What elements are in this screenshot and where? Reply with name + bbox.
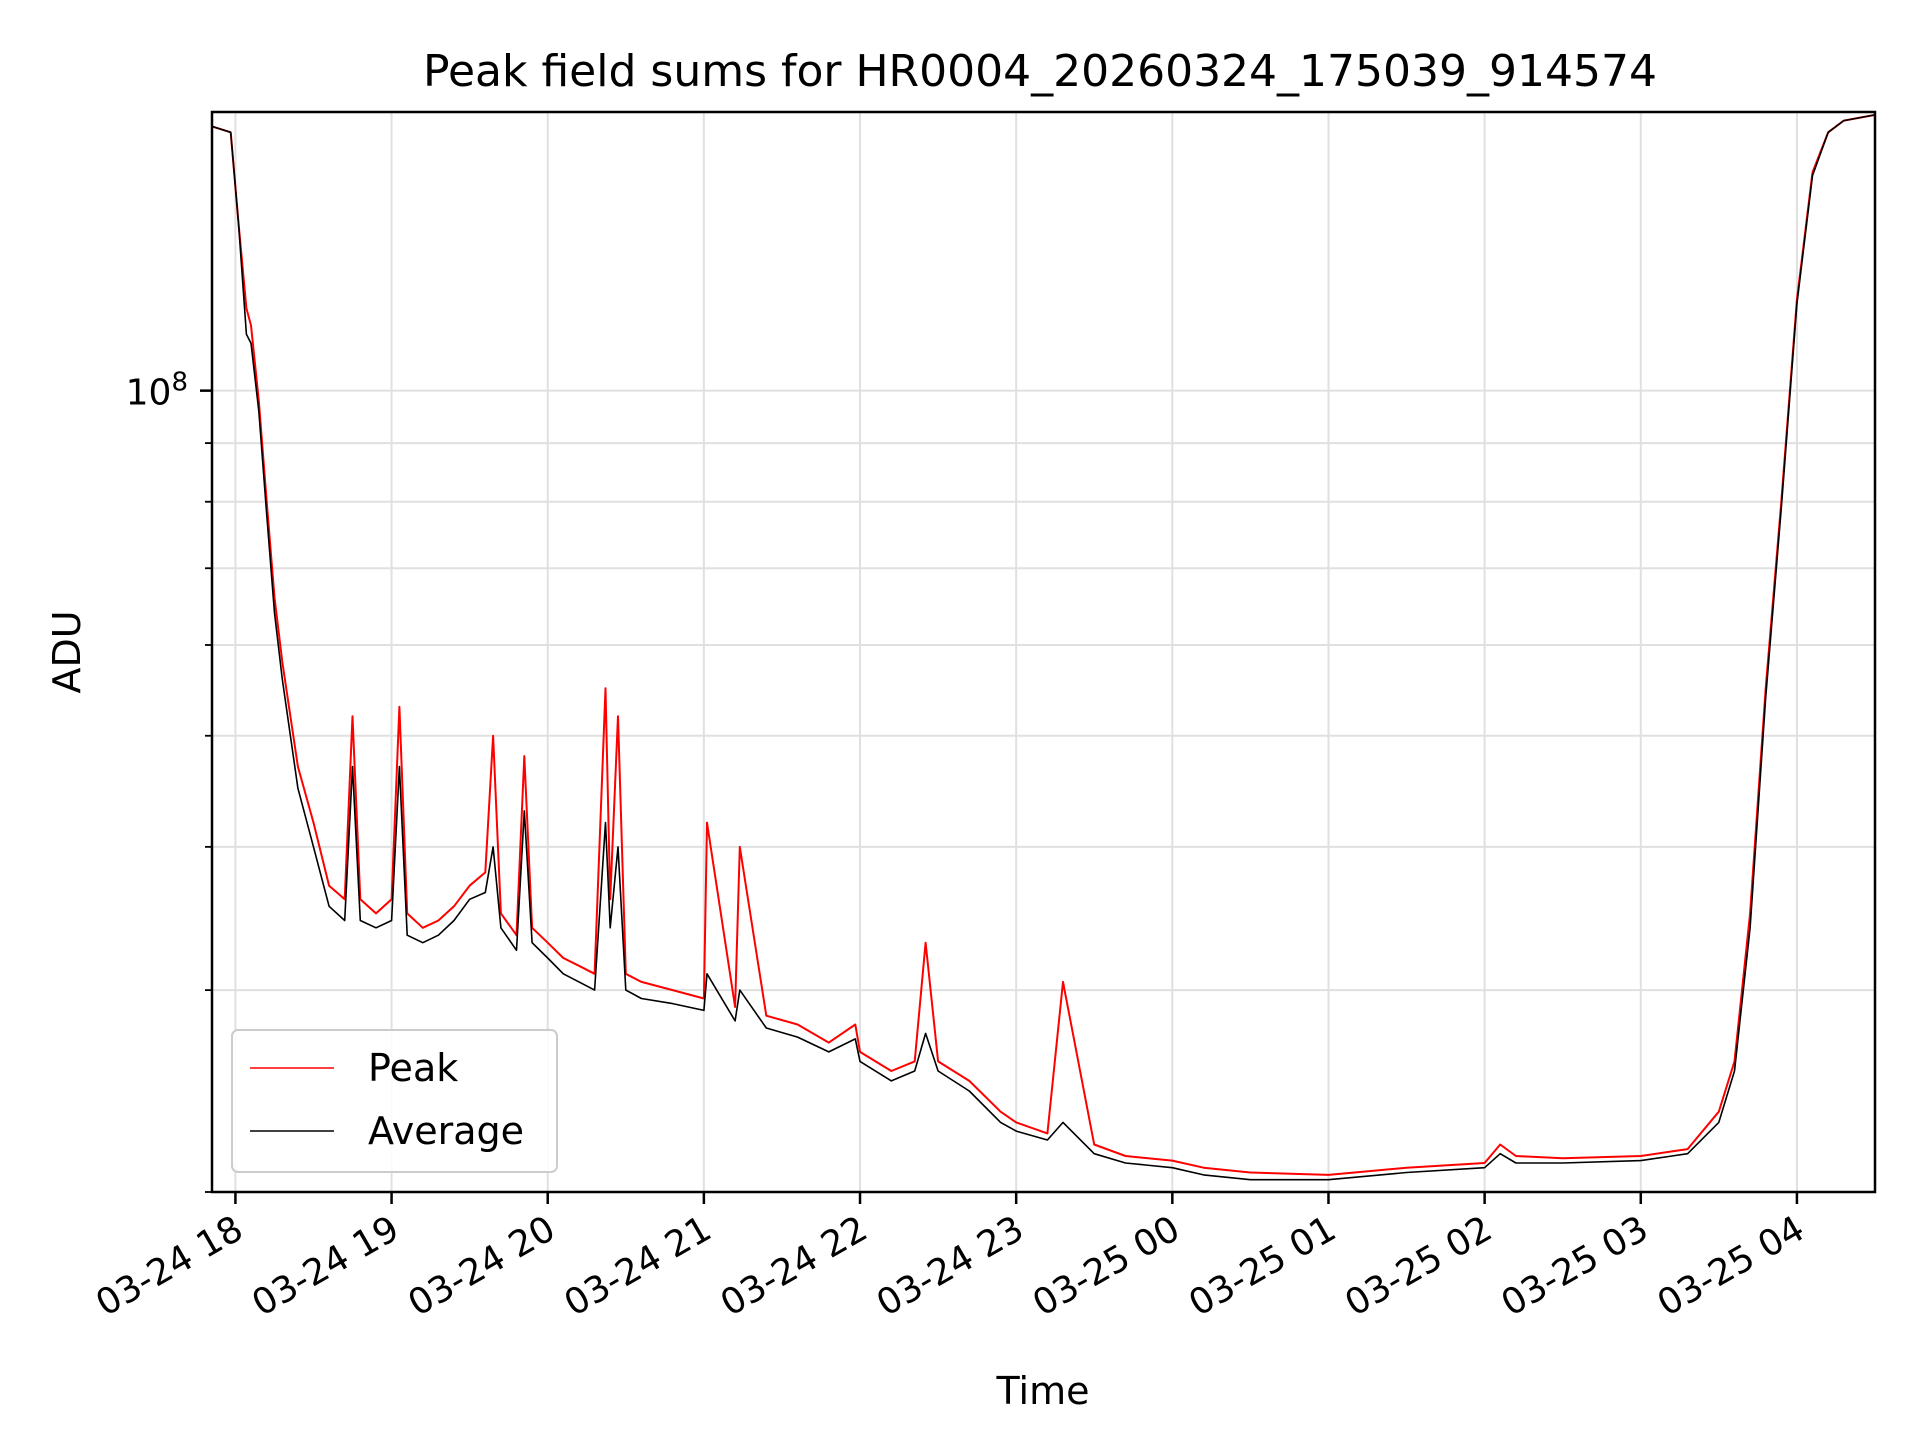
plot-frame (210, 110, 1877, 1194)
series-line-average (211, 114, 1876, 1181)
legend-label-average: Average (368, 1109, 524, 1153)
chart-title: Peak field sums for HR0004_20260324_1750… (423, 46, 1657, 97)
legend-label-peak: Peak (368, 1046, 458, 1090)
y-tick-label: 108 (126, 368, 188, 414)
legend: Peak Average (231, 1029, 558, 1173)
x-axis-label: Time (996, 1369, 1090, 1413)
plot-series (211, 113, 1876, 1181)
legend-box (231, 1029, 558, 1173)
grid (212, 112, 1875, 1193)
y-axis-label: ADU (45, 610, 89, 693)
series-line-peak (211, 113, 1876, 1176)
